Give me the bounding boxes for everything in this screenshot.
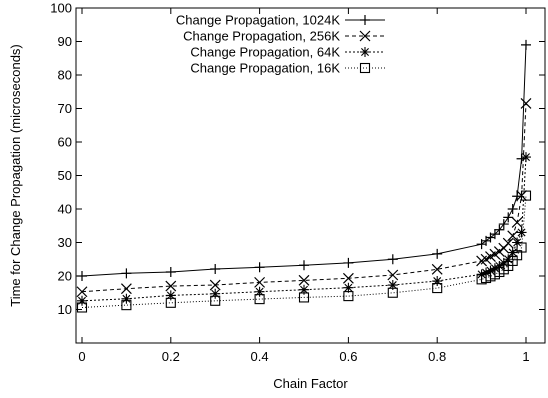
data-point <box>298 292 310 303</box>
data-point <box>432 283 443 294</box>
series-line <box>81 157 527 302</box>
data-point <box>489 229 500 240</box>
series-layer <box>76 39 532 313</box>
data-point <box>254 286 265 297</box>
legend-marker <box>360 15 370 25</box>
data-point <box>503 212 514 223</box>
data-point <box>432 248 443 259</box>
y-tick-label: 100 <box>50 1 72 16</box>
x-tick-label: 0.2 <box>162 349 180 364</box>
data-point <box>387 269 399 281</box>
data-point <box>387 280 398 291</box>
data-point <box>507 230 519 242</box>
legend-label: Change Propagation, 64K <box>190 45 340 60</box>
legend-entry: Change Propagation, 16K <box>190 61 385 76</box>
data-point <box>299 260 309 271</box>
data-point <box>520 98 532 109</box>
data-point <box>77 295 87 306</box>
data-point <box>432 276 443 287</box>
y-tick-label: 50 <box>58 168 72 183</box>
data-point <box>431 263 443 275</box>
data-point <box>343 282 354 293</box>
series-4 <box>76 190 532 313</box>
y-tick-label: 30 <box>58 235 72 250</box>
data-point <box>520 190 532 201</box>
series-1 <box>77 39 531 281</box>
legend-marker <box>359 62 371 74</box>
legend-label: Change Propagation, 1024K <box>176 13 340 28</box>
data-point <box>511 216 523 228</box>
legend-entry: Change Propagation, 1024K <box>176 13 385 28</box>
data-point <box>210 295 221 306</box>
y-tick-label: 80 <box>58 68 72 83</box>
data-point <box>121 268 132 279</box>
series-3 <box>77 152 531 306</box>
legend-marker <box>360 47 370 57</box>
data-point <box>254 294 265 305</box>
data-point <box>516 242 527 253</box>
data-point <box>76 302 88 313</box>
data-point <box>502 237 514 249</box>
legend-entry: Change Propagation, 64K <box>190 45 385 60</box>
data-point <box>387 287 398 298</box>
data-point <box>210 288 221 299</box>
y-axis-title: Time for Change Propagation (microsecond… <box>8 44 23 307</box>
data-point <box>521 39 531 50</box>
y-tick-label: 20 <box>58 269 72 284</box>
data-point <box>210 263 221 274</box>
data-point <box>77 271 87 281</box>
x-axis-title: Chain Factor <box>273 376 348 391</box>
data-point <box>493 246 505 257</box>
x-tick-label: 0.8 <box>428 349 446 364</box>
series-line <box>81 44 527 277</box>
data-point <box>121 293 132 304</box>
data-point <box>299 284 309 295</box>
data-point <box>516 227 527 238</box>
data-point <box>498 219 509 230</box>
x-tick-label: 0.6 <box>339 349 357 364</box>
data-point <box>387 254 398 265</box>
data-point <box>165 297 176 308</box>
data-point <box>342 272 354 284</box>
axis-ticks: 0 0.2 0.4 0.6 0.8 1 10 20 30 40 50 60 70 80 90 100 <box>50 1 545 364</box>
x-tick-label: 0 <box>78 349 85 364</box>
data-point <box>298 274 310 286</box>
data-point <box>165 266 176 277</box>
data-point <box>343 291 354 302</box>
data-point <box>165 290 176 301</box>
legend-marker <box>359 30 371 42</box>
data-point <box>254 262 265 273</box>
legend-label: Change Propagation, 16K <box>190 61 340 76</box>
data-point <box>120 283 132 295</box>
legend-entry: Change Propagation, 256K <box>183 29 385 44</box>
y-tick-label: 40 <box>58 202 72 217</box>
data-point <box>494 224 505 235</box>
x-tick-label: 1 <box>522 349 529 364</box>
legend-label: Change Propagation, 256K <box>183 29 340 44</box>
y-tick-label: 10 <box>58 302 72 317</box>
data-point <box>254 276 266 288</box>
x-tick-label: 0.4 <box>251 349 269 364</box>
series-2 <box>76 98 532 298</box>
y-tick-label: 60 <box>58 135 72 150</box>
data-point <box>76 286 88 298</box>
data-point <box>343 257 354 268</box>
data-point <box>121 300 132 311</box>
y-tick-label: 90 <box>58 34 72 49</box>
data-point <box>209 279 221 291</box>
y-tick-label: 70 <box>58 101 72 116</box>
data-point <box>507 204 518 214</box>
data-point <box>165 280 177 292</box>
data-point <box>521 152 531 163</box>
series-line <box>81 103 527 293</box>
